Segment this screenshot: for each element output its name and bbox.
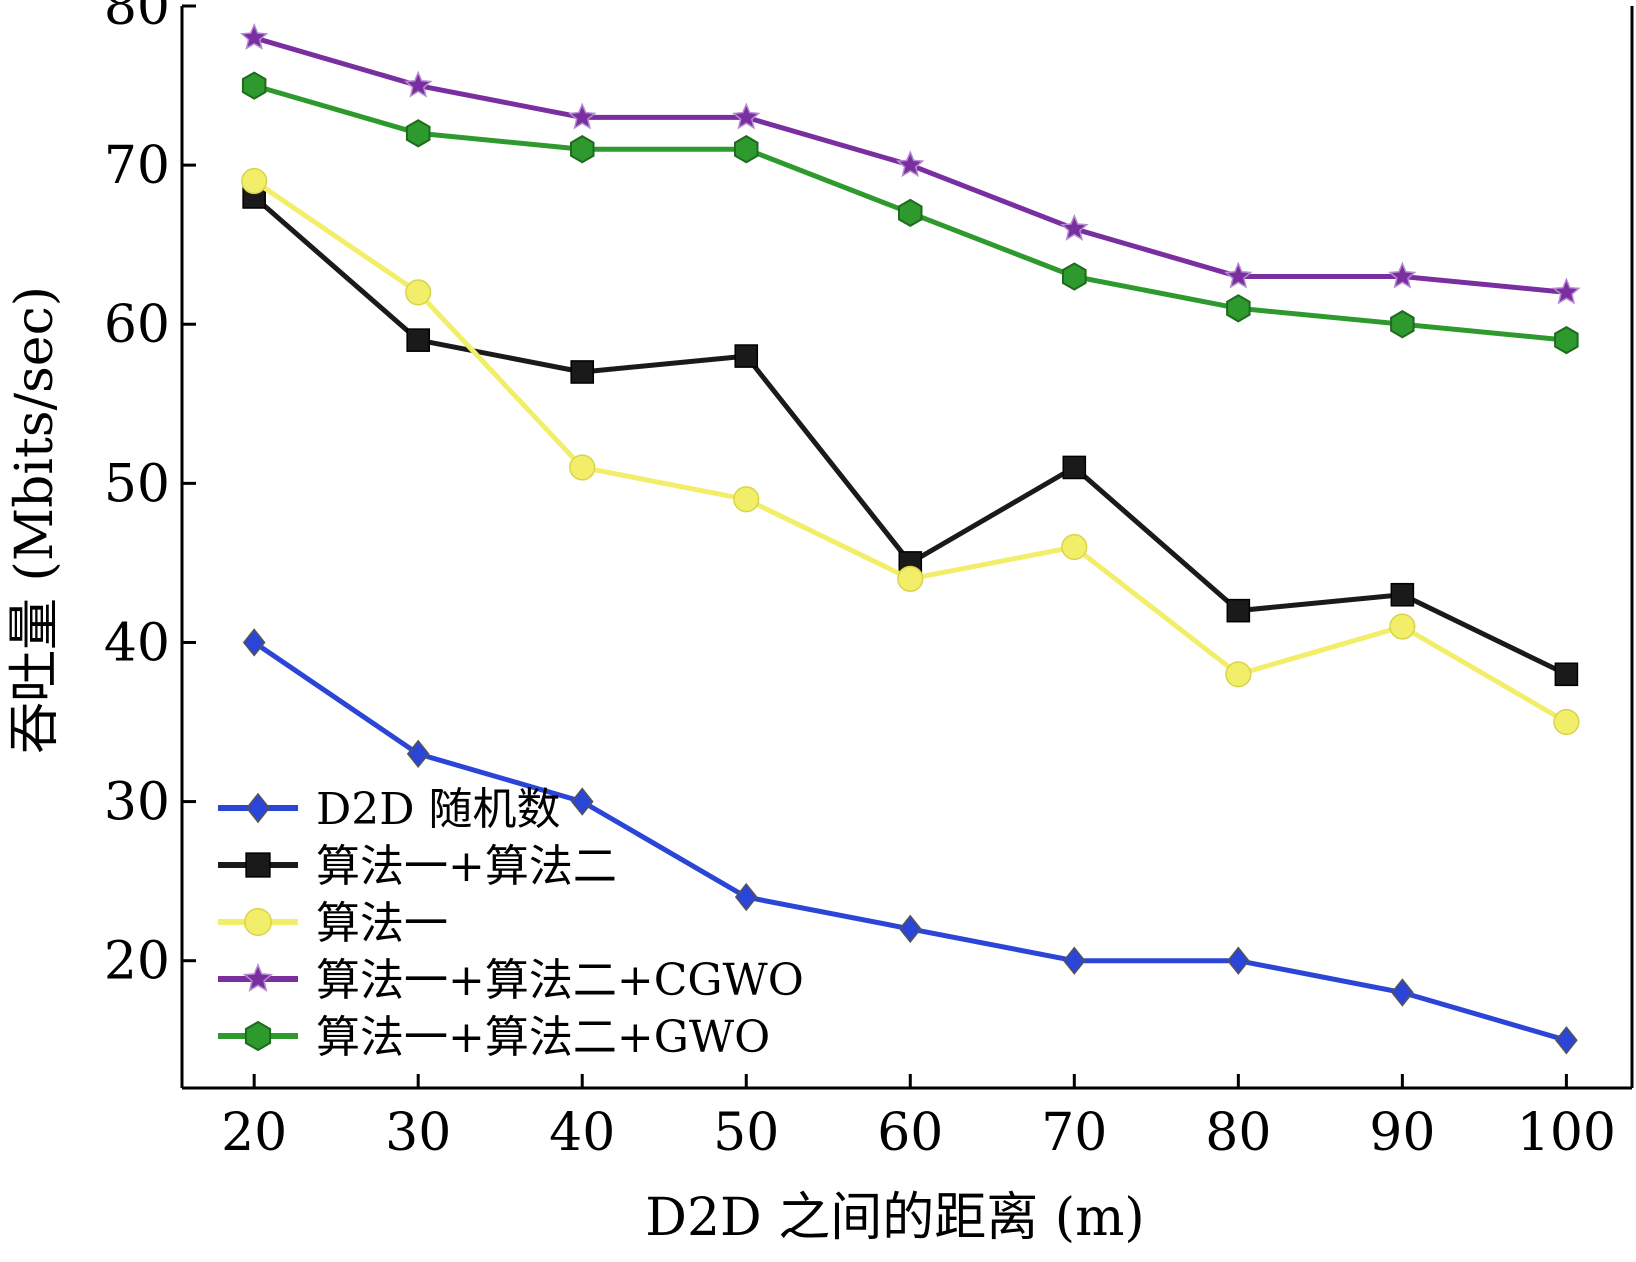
y-tick-label: 50 (104, 454, 170, 514)
data-point (898, 914, 922, 944)
data-point (1226, 294, 1251, 323)
tick-layer: 20 30 40 50 60 70 80 20 30 40 50 60 70 80 90 100 (104, 0, 1616, 1163)
data-point (239, 22, 269, 50)
series-3 (239, 22, 1581, 305)
data-point (1391, 978, 1414, 1007)
legend-marker (245, 852, 271, 878)
legend-marker (243, 907, 273, 937)
data-point (569, 454, 596, 481)
data-point (734, 135, 759, 164)
data-point (241, 167, 268, 195)
legend-item: 算法一+算法二+CGWO (218, 955, 804, 1006)
legend-label: 算法一+算法二 (316, 841, 617, 892)
data-point (1390, 582, 1415, 607)
y-tick-label: 40 (104, 613, 170, 673)
data-point (733, 486, 760, 513)
data-point (1062, 262, 1087, 291)
legend-item: 算法一 (218, 898, 448, 949)
data-point (732, 102, 761, 130)
x-tick-label: 80 (1205, 1103, 1271, 1163)
data-point (570, 135, 595, 164)
y-tick-label: 60 (104, 295, 170, 355)
series-4 (241, 71, 1579, 355)
legend-item: D2D 随机数 (218, 784, 561, 835)
data-point (568, 102, 597, 130)
data-point (406, 739, 430, 769)
series-0 (242, 628, 1578, 1055)
data-point (1060, 213, 1089, 241)
x-tick-label: 100 (1517, 1103, 1616, 1163)
data-point (1225, 661, 1252, 688)
data-point (1388, 261, 1417, 289)
series-1 (242, 185, 1579, 687)
data-point (403, 70, 433, 98)
data-point (898, 198, 923, 228)
data-point (1061, 533, 1088, 561)
legend-item: 算法一+算法二+GWO (218, 1012, 770, 1063)
x-tick-label: 60 (877, 1103, 943, 1163)
series-layer (239, 22, 1581, 1055)
data-point (1554, 662, 1579, 687)
data-point (405, 119, 431, 148)
x-tick-label: 40 (549, 1103, 615, 1163)
plot-frame (180, 6, 1634, 1090)
data-point (1554, 325, 1579, 355)
data-point (1062, 455, 1087, 480)
data-point (1553, 708, 1580, 736)
data-point (897, 565, 924, 592)
series-line (252, 195, 1568, 677)
data-point (1552, 277, 1581, 305)
data-point (1389, 613, 1416, 640)
y-tick-label: 20 (104, 932, 170, 992)
legend-label: 算法一 (316, 898, 448, 949)
data-point (896, 150, 925, 178)
series-2 (241, 167, 1580, 736)
x-axis-title: D2D 之间的距离 (m) (645, 1188, 1144, 1248)
y-tick-label: 30 (104, 773, 170, 833)
data-point (734, 344, 759, 368)
data-point (241, 71, 267, 100)
y-axis-title: 吞吐量 (Mbits/sec) (5, 286, 65, 754)
x-tick-label: 90 (1369, 1103, 1435, 1163)
data-point (242, 628, 266, 657)
legend-marker (244, 1020, 272, 1052)
data-point (1062, 946, 1086, 975)
data-point (1555, 1026, 1578, 1055)
data-point (1224, 261, 1253, 289)
legend-marker (242, 963, 274, 992)
x-tick-label: 20 (221, 1103, 287, 1163)
legend-marker (245, 792, 271, 824)
legend-item: 算法一+算法二 (218, 841, 617, 892)
data-point (1390, 310, 1415, 339)
y-tick-label: 70 (104, 136, 170, 196)
data-point (570, 360, 595, 384)
x-tick-label: 30 (385, 1103, 451, 1163)
data-point (1226, 598, 1251, 623)
data-point (406, 328, 430, 352)
series-line (252, 178, 1568, 725)
legend-label: 算法一+算法二+CGWO (316, 955, 804, 1006)
legend-label: D2D 随机数 (316, 784, 561, 835)
data-point (1226, 946, 1250, 975)
data-point (570, 787, 594, 816)
y-tick-label: 80 (104, 0, 170, 37)
data-point (734, 882, 758, 912)
x-tick-label: 70 (1041, 1103, 1107, 1163)
legend-label: 算法一+算法二+GWO (316, 1012, 770, 1063)
x-tick-label: 50 (713, 1103, 779, 1163)
data-point (405, 279, 432, 306)
